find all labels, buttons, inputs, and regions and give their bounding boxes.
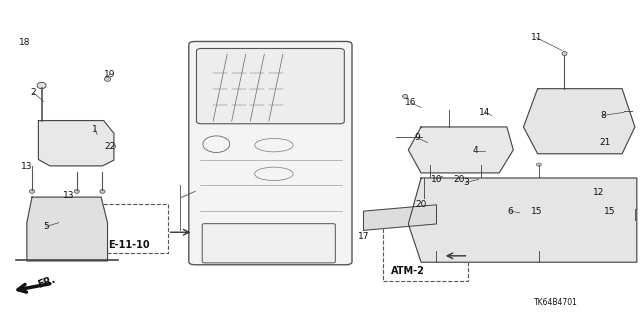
Text: 20: 20 [454, 175, 465, 184]
Bar [101, 204, 168, 253]
Text: 22: 22 [104, 142, 116, 151]
Text: 21: 21 [599, 138, 611, 147]
Text: 1: 1 [92, 125, 97, 134]
Ellipse shape [428, 163, 433, 166]
Text: 3: 3 [463, 178, 468, 187]
Polygon shape [364, 205, 436, 230]
Text: 2: 2 [31, 88, 36, 97]
Text: 12: 12 [593, 188, 604, 197]
Text: ATM-2: ATM-2 [392, 265, 425, 276]
Ellipse shape [203, 136, 230, 152]
Polygon shape [408, 127, 513, 173]
Ellipse shape [420, 202, 426, 206]
Ellipse shape [563, 111, 596, 131]
Text: 17: 17 [358, 232, 369, 241]
Ellipse shape [104, 77, 111, 81]
Text: FR.: FR. [36, 275, 56, 290]
FancyBboxPatch shape [189, 41, 352, 265]
Text: 13: 13 [21, 162, 33, 171]
Ellipse shape [50, 224, 85, 247]
Text: 10: 10 [431, 175, 442, 184]
Ellipse shape [612, 141, 619, 145]
FancyBboxPatch shape [202, 224, 335, 263]
Ellipse shape [37, 82, 46, 89]
Ellipse shape [543, 207, 586, 233]
Polygon shape [524, 89, 635, 154]
Ellipse shape [434, 249, 439, 252]
Ellipse shape [403, 94, 408, 99]
Text: 16: 16 [405, 98, 417, 107]
Ellipse shape [29, 189, 35, 193]
Text: 15: 15 [604, 207, 615, 216]
Bar [383, 216, 468, 281]
Text: 14: 14 [479, 108, 491, 117]
Polygon shape [408, 178, 637, 262]
Text: TK64B4701: TK64B4701 [534, 298, 577, 307]
Text: 18: 18 [19, 38, 30, 47]
Ellipse shape [562, 51, 567, 56]
FancyBboxPatch shape [196, 48, 344, 124]
Ellipse shape [108, 144, 116, 148]
Text: 13: 13 [63, 191, 75, 200]
Ellipse shape [100, 189, 105, 193]
Polygon shape [38, 121, 114, 166]
Text: 8: 8 [600, 111, 605, 120]
Text: E-11-10: E-11-10 [108, 240, 150, 250]
Text: 15: 15 [531, 207, 542, 216]
Text: 20: 20 [415, 200, 427, 209]
Ellipse shape [479, 163, 484, 166]
Ellipse shape [536, 163, 541, 166]
Ellipse shape [632, 207, 637, 210]
Ellipse shape [536, 249, 541, 252]
Polygon shape [27, 197, 108, 261]
Text: 6: 6 [508, 207, 513, 216]
Text: 9: 9 [415, 133, 420, 142]
Ellipse shape [74, 189, 79, 193]
Ellipse shape [446, 141, 476, 159]
Text: 19: 19 [104, 70, 116, 78]
Text: 4: 4 [472, 146, 477, 155]
Text: 5: 5 [44, 222, 49, 231]
Text: 11: 11 [531, 33, 542, 42]
